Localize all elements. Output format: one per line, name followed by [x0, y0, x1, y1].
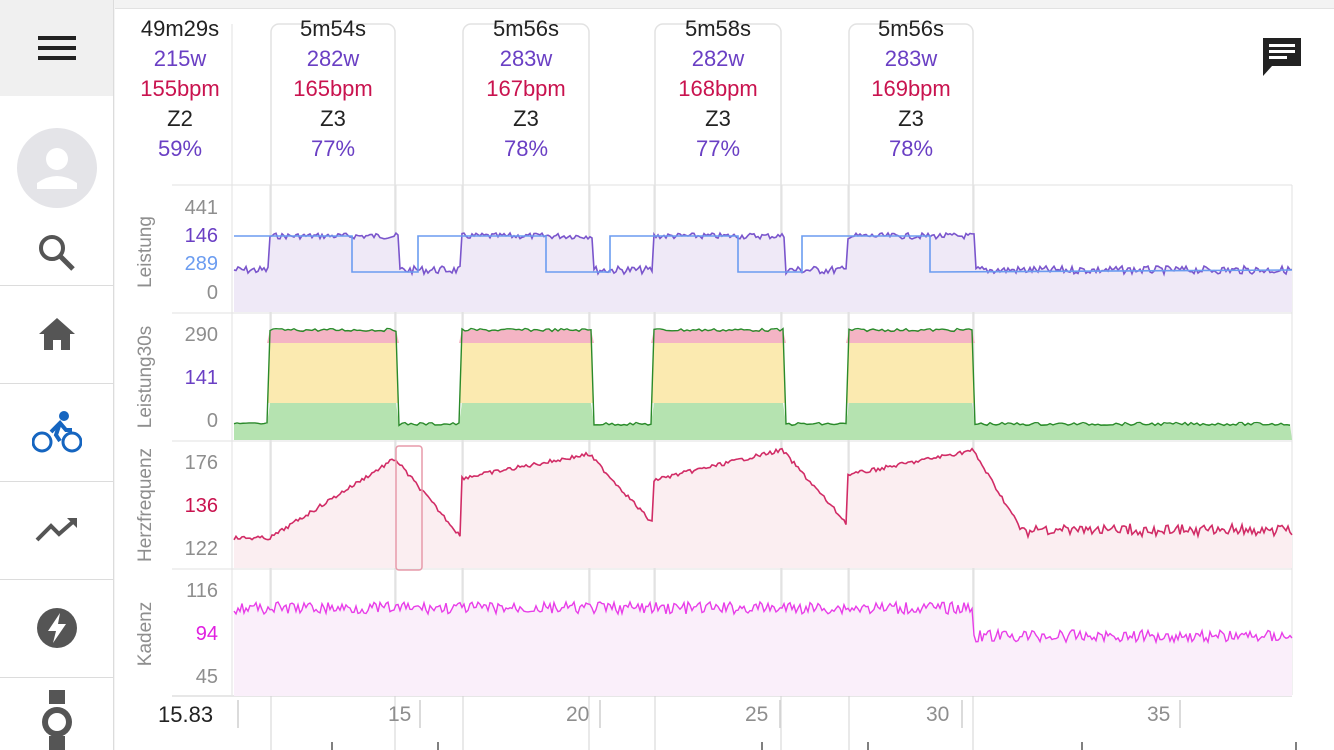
comment-icon	[1263, 38, 1301, 76]
lap-zone: Z3	[705, 106, 731, 131]
x-tick: 20	[566, 703, 590, 726]
row-label-cadence: Kadenz	[135, 601, 156, 667]
trending-button[interactable]	[0, 486, 113, 574]
x-tick: 30	[926, 703, 950, 726]
search-icon	[38, 235, 75, 271]
watch-button[interactable]	[0, 690, 113, 750]
x-tick: 35	[1147, 703, 1171, 726]
bolt-icon	[36, 608, 77, 648]
home-icon	[38, 318, 75, 350]
bike-button[interactable]	[0, 388, 113, 476]
lap-power: 283w	[499, 46, 553, 71]
x-tick: 15	[388, 703, 412, 726]
lap-hr: 168bpm	[678, 76, 758, 101]
y-tick: 441	[184, 197, 218, 219]
y-tick: 176	[184, 452, 218, 474]
lap-stats[interactable]: 5m56s 283w 167bpm Z3 78%	[463, 14, 589, 164]
lap-zone: Z3	[320, 106, 346, 131]
lap-power: 283w	[884, 46, 938, 71]
lap-pct: 77%	[695, 136, 741, 161]
lap-duration: 5m56s	[492, 16, 560, 41]
menu-button[interactable]	[0, 0, 113, 96]
lap-zone: Z3	[898, 106, 924, 131]
lap-stats[interactable]: 5m58s 282w 168bpm Z3 77%	[655, 14, 781, 164]
lap-power: 282w	[691, 46, 745, 71]
power-avg-line	[234, 235, 1293, 273]
row-label-heartrate: Herzfrequenz	[135, 447, 156, 563]
workout-chart[interactable]	[115, 0, 1334, 750]
lap-duration: 5m54s	[299, 16, 367, 41]
cursor-time: 15.83	[158, 702, 214, 727]
bike-icon	[31, 411, 82, 453]
total-zone: Z2	[167, 106, 193, 131]
power-line	[233, 231, 1293, 277]
trending-icon	[35, 518, 77, 542]
lap-stats[interactable]: 5m54s 282w 165bpm Z3 77%	[271, 14, 395, 164]
row-label-power30s: Leistung30s	[135, 325, 156, 429]
home-button[interactable]	[0, 290, 113, 378]
sidebar	[0, 0, 114, 750]
comment-button[interactable]	[1260, 36, 1304, 78]
lap-pct: 78%	[503, 136, 549, 161]
lap-stats[interactable]: 5m56s 283w 169bpm Z3 78%	[849, 14, 973, 164]
menu-icon	[37, 36, 76, 60]
y-tick: 94	[195, 623, 218, 645]
hr-line	[233, 447, 1293, 541]
top-strip	[115, 0, 1334, 9]
power30-line	[233, 327, 1291, 427]
avatar[interactable]	[0, 126, 113, 210]
cursor-box	[395, 445, 423, 571]
y-tick: 122	[184, 538, 218, 560]
y-tick: 146	[184, 225, 218, 247]
lap-zone: Z3	[513, 106, 539, 131]
y-tick: 141	[184, 367, 218, 389]
row-label-power: Leistung	[135, 216, 156, 288]
lap-duration: 5m58s	[684, 16, 752, 41]
lap-duration: 5m56s	[877, 16, 945, 41]
total-pct: 59%	[157, 136, 203, 161]
bolt-button[interactable]	[0, 584, 113, 672]
total-power: 215w	[153, 46, 207, 71]
x-tick: 25	[745, 703, 769, 726]
lap-hr: 165bpm	[293, 76, 373, 101]
cadence-area	[234, 602, 1292, 696]
lap-power: 282w	[306, 46, 360, 71]
total-stats: 49m29s 215w 155bpm Z2 59%	[122, 14, 238, 164]
total-hr: 155bpm	[140, 76, 220, 101]
hr-area	[234, 448, 1292, 568]
total-duration: 49m29s	[140, 16, 220, 41]
power30-zone	[234, 330, 1292, 343]
lap-hr: 169bpm	[871, 76, 951, 101]
y-tick: 290	[184, 324, 218, 346]
y-tick: 289	[184, 253, 218, 275]
y-tick: 45	[195, 666, 218, 688]
y-tick: 136	[184, 495, 218, 517]
watch-icon	[41, 690, 72, 750]
power30-zone	[234, 343, 1292, 403]
power30-zone	[234, 403, 1292, 440]
y-tick: 0	[206, 410, 218, 432]
lap-pct: 77%	[310, 136, 356, 161]
lap-pct: 78%	[888, 136, 934, 161]
cadence-line	[233, 599, 1293, 645]
lap-hr: 167bpm	[486, 76, 566, 101]
y-tick: 0	[206, 282, 218, 304]
search-button[interactable]	[0, 228, 113, 278]
y-tick: 116	[186, 580, 218, 602]
avatar-icon	[16, 128, 97, 208]
